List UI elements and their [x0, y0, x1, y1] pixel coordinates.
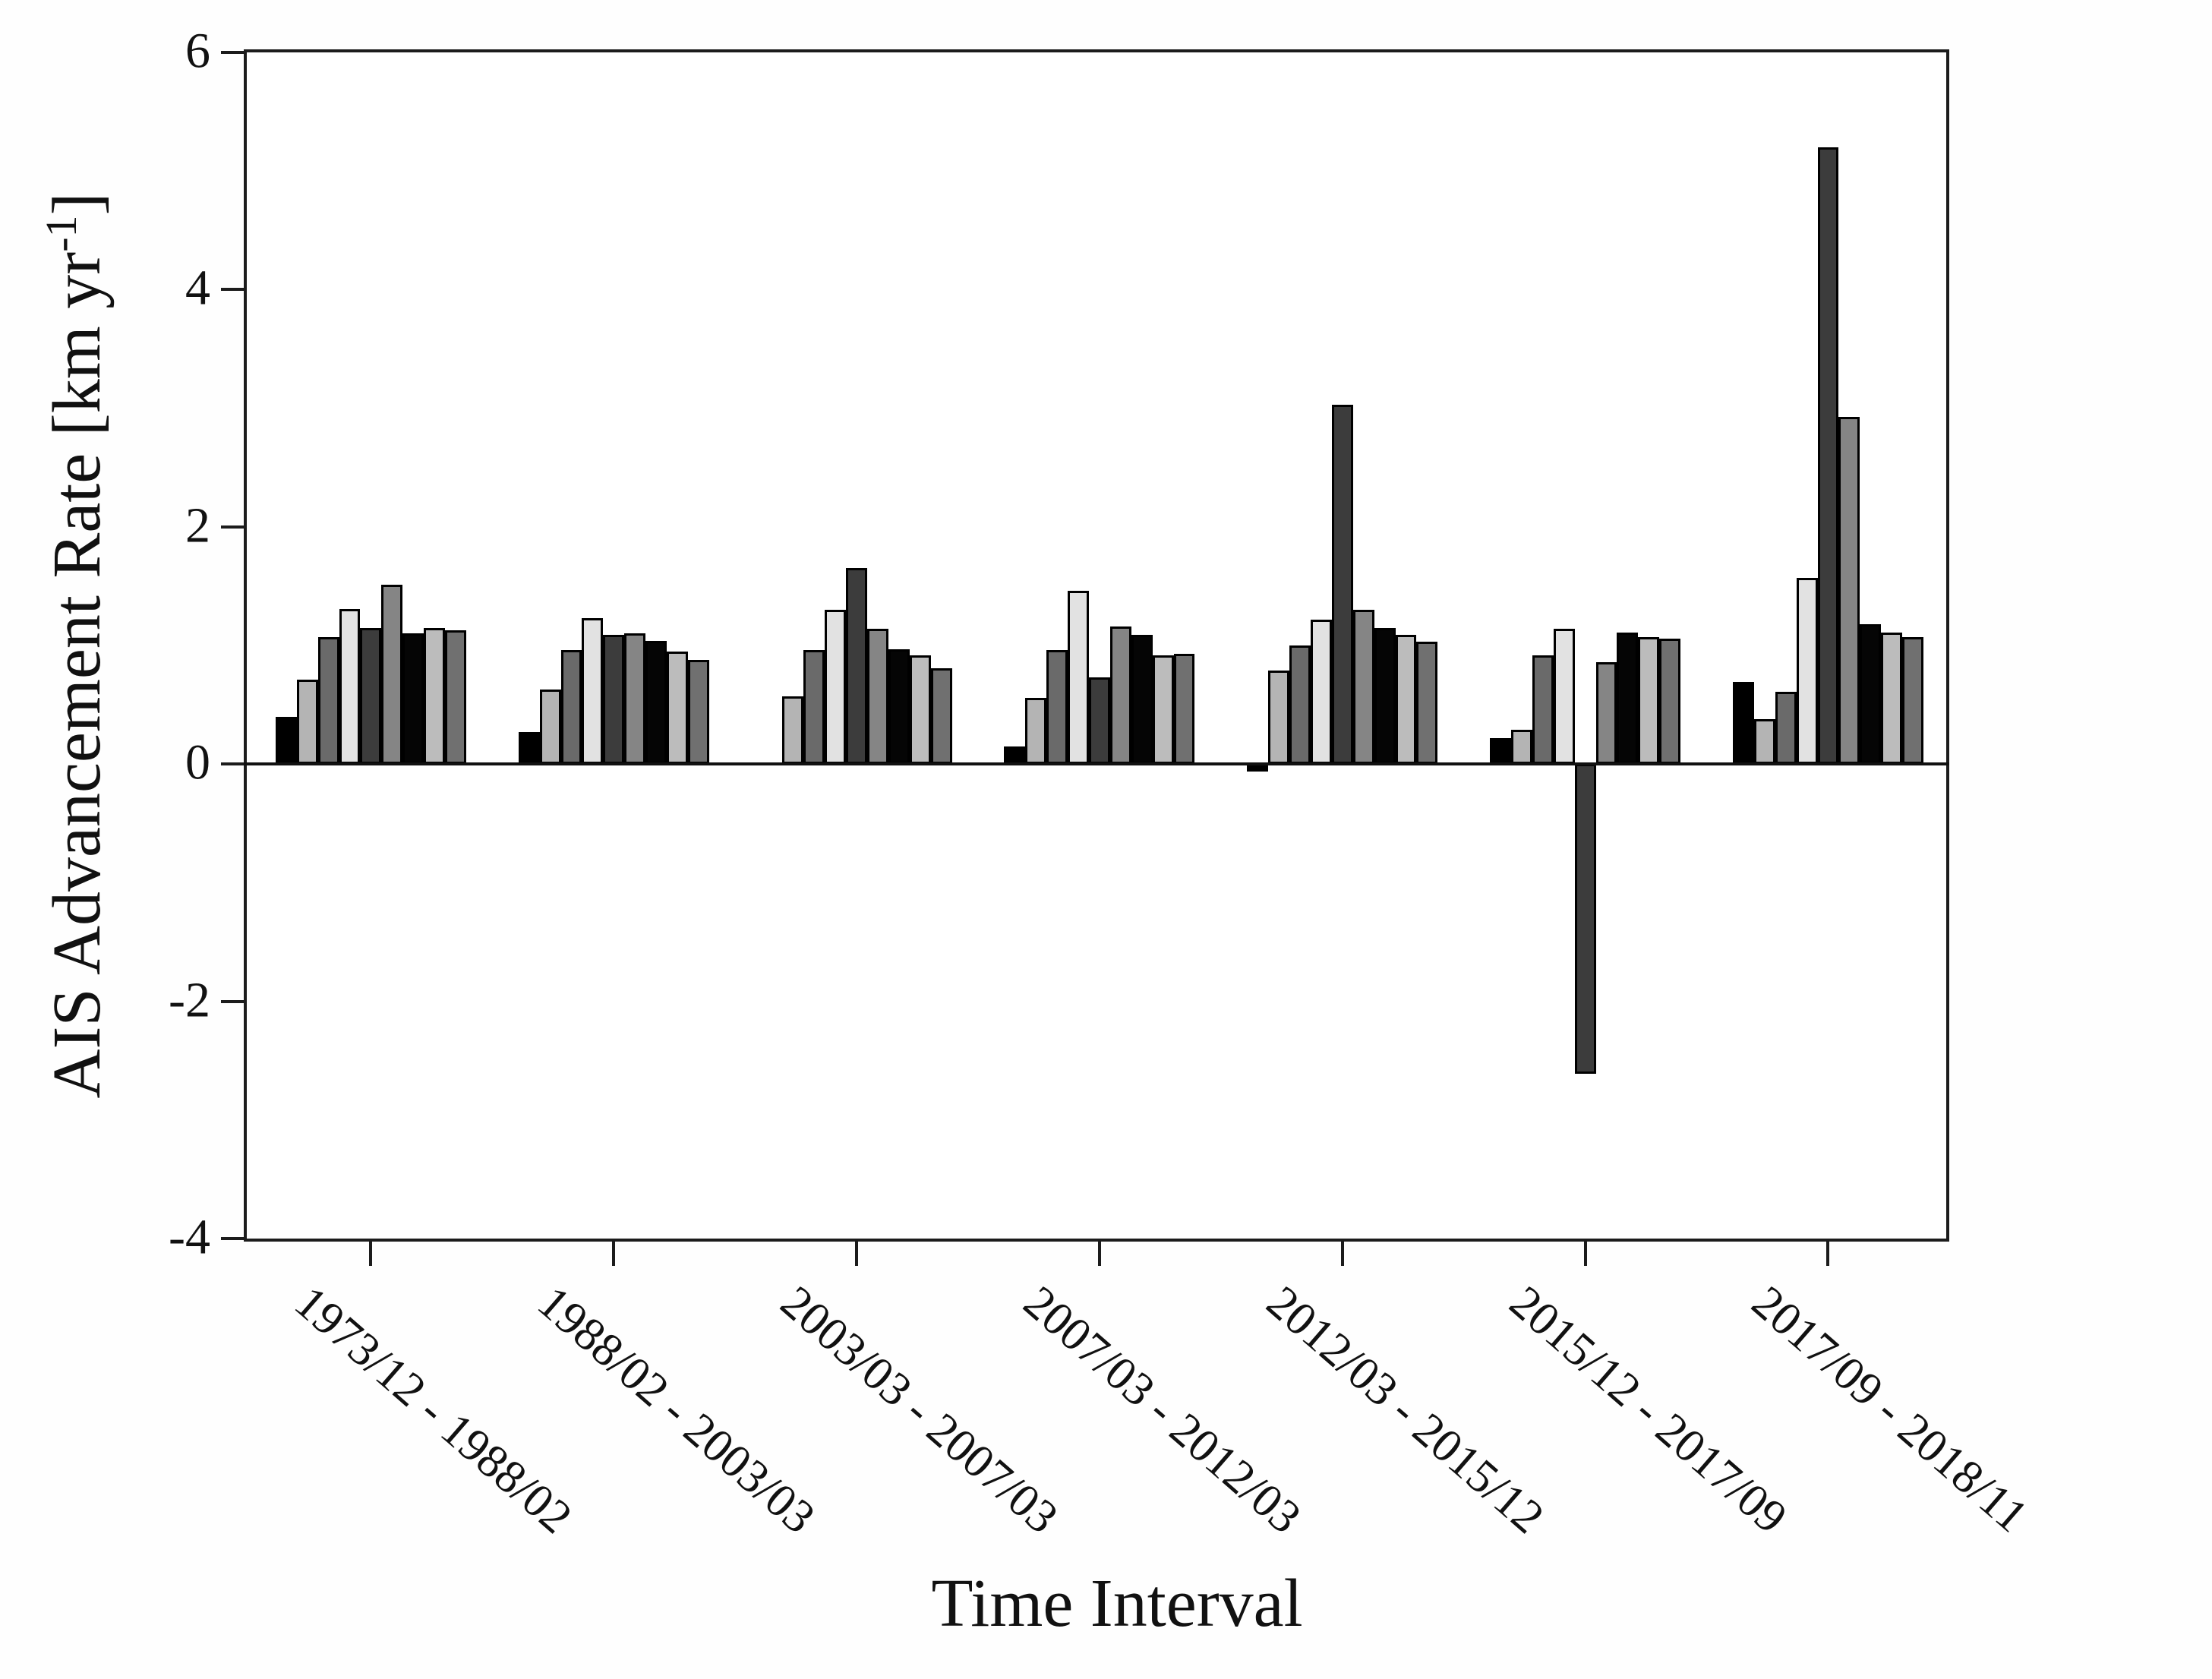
y-axis-title: AIS Advancement Rate [km yr-1] [36, 192, 116, 1098]
bar [1617, 632, 1639, 765]
bar [1838, 416, 1860, 765]
x-axis-title: Time Interval [931, 1566, 1303, 1641]
bar [1532, 655, 1554, 765]
bar [1860, 623, 1882, 765]
x-axis-tick [855, 1242, 859, 1267]
bar [1046, 650, 1068, 765]
bar [624, 633, 646, 765]
bar [803, 650, 825, 765]
bar [296, 680, 318, 765]
plot-area: 6 4 2 0 -2 -4 1973/12 - 1988/02 1988/02 - 2003/… [169, 26, 2037, 1543]
y-axis-title-text: AIS Advancement Rate [km yr [39, 251, 115, 1099]
bar [275, 716, 297, 765]
bar [1902, 637, 1923, 765]
y-tick-label: -4 [169, 1209, 210, 1265]
bar [1817, 147, 1839, 765]
bar [1659, 638, 1681, 765]
x-axis-tick [1097, 1242, 1101, 1267]
bar [1131, 634, 1153, 765]
bar [603, 634, 625, 765]
bar [360, 627, 382, 765]
y-tick-label: 2 [185, 497, 210, 554]
y-axis-tick [221, 288, 244, 292]
zero-line [244, 762, 1949, 766]
x-axis-tick [612, 1242, 616, 1267]
bar [445, 630, 466, 765]
bar [1268, 670, 1290, 765]
bar [1775, 691, 1797, 765]
bar [888, 649, 910, 765]
bar [1173, 653, 1195, 765]
bar [1796, 577, 1818, 765]
y-axis-tick [221, 525, 244, 529]
bar [1352, 610, 1374, 765]
y-axis-tick [221, 762, 244, 766]
bar [782, 696, 804, 765]
bar [1068, 591, 1089, 765]
bar [1881, 632, 1903, 765]
bar [518, 732, 540, 765]
y-tick-label: -2 [169, 972, 210, 1028]
bar [1331, 404, 1353, 765]
x-axis-tick [1583, 1242, 1587, 1267]
bar [582, 618, 604, 765]
bar [1109, 626, 1131, 765]
bar [1595, 661, 1617, 765]
bar [909, 655, 931, 765]
bar [424, 627, 446, 765]
bar [687, 659, 709, 765]
bar [339, 608, 361, 765]
bar [846, 568, 868, 765]
y-axis-tick [221, 51, 244, 54]
bar [825, 610, 847, 765]
bar [1374, 627, 1396, 765]
bar [1088, 677, 1110, 765]
bar [667, 651, 688, 765]
x-axis-tick [1340, 1242, 1344, 1267]
y-axis-tick [221, 1237, 244, 1241]
bar [381, 585, 403, 765]
bar [1289, 645, 1311, 765]
bar [1553, 629, 1575, 765]
bar [1574, 764, 1596, 1074]
bar [539, 689, 561, 765]
y-tick-label: 6 [185, 23, 210, 79]
bar [1510, 729, 1532, 765]
bar [1753, 718, 1775, 765]
bar [317, 637, 339, 765]
bar [645, 640, 667, 765]
bar [402, 633, 424, 765]
y-tick-label: 0 [185, 734, 210, 791]
bar [1310, 619, 1332, 765]
bar [560, 650, 582, 765]
y-axis-title-bracket: ] [39, 192, 115, 216]
bar [1638, 637, 1660, 765]
bar [930, 667, 952, 765]
bar [1004, 746, 1026, 765]
bar [1395, 634, 1417, 765]
bar [1490, 737, 1511, 765]
bar [1025, 697, 1047, 765]
bar [1416, 642, 1438, 765]
y-axis-tick [221, 999, 244, 1003]
x-axis-tick [369, 1242, 373, 1267]
x-axis-tick [1826, 1242, 1830, 1267]
bar [1152, 655, 1174, 765]
y-axis-title-exponent: -1 [36, 215, 86, 252]
bar [1732, 682, 1754, 765]
y-tick-label: 4 [185, 260, 210, 317]
bar [867, 629, 888, 765]
